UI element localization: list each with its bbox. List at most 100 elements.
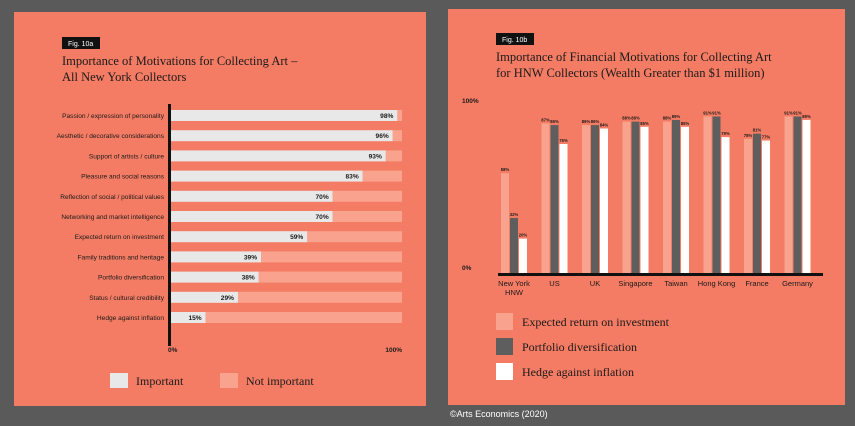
value-label: 86% bbox=[591, 119, 600, 124]
value-label: 88% bbox=[631, 116, 640, 121]
legend-hedge-swatch bbox=[496, 363, 513, 380]
bar-portfolio bbox=[631, 121, 640, 273]
bar-not-important bbox=[205, 312, 402, 323]
value-label: 96% bbox=[376, 133, 389, 140]
fig-10a-subtitle: All New York Collectors bbox=[62, 70, 186, 84]
fig-10a-x-tick-min: 0% bbox=[168, 347, 178, 354]
bar-portfolio bbox=[591, 125, 599, 273]
bar-portfolio bbox=[793, 116, 802, 273]
category-label: Reflection of social / political values bbox=[60, 194, 164, 201]
category-label: Hedge against inflation bbox=[97, 315, 164, 322]
legend-portfolio-swatch bbox=[496, 338, 513, 355]
fig-10a-x-tick-max: 100% bbox=[385, 347, 402, 354]
fig-10a-tag: Fig. 10a bbox=[68, 41, 93, 48]
fig-10b-y-tick-min: 0% bbox=[462, 265, 472, 272]
bar-expected-return bbox=[582, 125, 590, 273]
bar-expected-return bbox=[703, 116, 712, 273]
bar-important bbox=[171, 190, 333, 202]
value-label: 87% bbox=[541, 117, 550, 122]
bar-important bbox=[171, 110, 398, 121]
category-label: Germany bbox=[782, 279, 813, 288]
figure-10a-panel: Fig. 10a Importance of Motivations for C… bbox=[14, 12, 426, 406]
category-label: France bbox=[745, 279, 768, 288]
bar-important bbox=[171, 312, 206, 323]
bar-hedge bbox=[762, 140, 770, 273]
value-label: 79% bbox=[721, 131, 730, 136]
bar-not-important bbox=[392, 130, 402, 142]
category-label: Singapore bbox=[618, 279, 652, 288]
bar-portfolio bbox=[712, 116, 721, 273]
value-label: 70% bbox=[315, 214, 328, 221]
bar-important bbox=[171, 231, 308, 243]
legend-not-important-label: Not important bbox=[246, 374, 314, 388]
value-label: 20% bbox=[519, 233, 528, 238]
category-label: Expected return on investment bbox=[75, 234, 165, 241]
bar-expected-return bbox=[541, 123, 550, 273]
value-label: 85% bbox=[681, 121, 690, 126]
value-label: 84% bbox=[600, 123, 609, 128]
value-label: 91% bbox=[793, 110, 802, 115]
bar-portfolio bbox=[672, 119, 680, 273]
legend-not-important-swatch bbox=[220, 373, 238, 388]
fig-10b-x-axis-line bbox=[498, 273, 823, 276]
fig-10b-subtitle: for HNW Collectors (Wealth Greater than … bbox=[496, 66, 764, 80]
legend-portfolio-label: Portfolio diversification bbox=[522, 340, 637, 354]
fig-10b-title: Importance of Financial Motivations for … bbox=[496, 50, 772, 64]
bar-important bbox=[171, 211, 333, 222]
category-label: Passion / expression of personality bbox=[62, 113, 165, 120]
copyright-text: ©Arts Economics (2020) bbox=[450, 409, 548, 419]
bar-expected-return bbox=[663, 121, 671, 273]
bar-not-important bbox=[385, 150, 402, 162]
value-label: 86% bbox=[550, 119, 559, 124]
value-label: 91% bbox=[703, 110, 712, 115]
value-label: 38% bbox=[242, 275, 255, 282]
bar-expected-return bbox=[744, 138, 752, 273]
bar-hedge bbox=[519, 238, 527, 273]
category-label: Hong Kong bbox=[698, 279, 736, 288]
bar-important bbox=[171, 130, 393, 142]
category-label: US bbox=[549, 279, 559, 288]
bar-not-important bbox=[237, 291, 402, 303]
bar-portfolio bbox=[510, 217, 518, 273]
category-label: Portfolio diversification bbox=[98, 275, 164, 282]
fig-10a-tag-box bbox=[62, 37, 100, 49]
value-label: 77% bbox=[762, 135, 771, 140]
bar-not-important bbox=[397, 110, 402, 121]
bar-expected-return bbox=[784, 116, 793, 273]
category-label: Aesthetic / decorative considerations bbox=[57, 133, 165, 140]
bar-not-important bbox=[261, 251, 402, 263]
fig-10b-y-tick-max: 100% bbox=[462, 98, 479, 105]
category-label: Family traditions and heritage bbox=[78, 254, 165, 261]
bar-portfolio bbox=[753, 133, 761, 273]
figure-10a-chart: Fig. 10a Importance of Motivations for C… bbox=[57, 37, 402, 388]
value-label: 91% bbox=[712, 110, 721, 115]
bar-portfolio bbox=[550, 125, 559, 273]
value-label: 32% bbox=[510, 212, 519, 217]
bar-hedge bbox=[681, 126, 689, 273]
bar-hedge bbox=[559, 144, 568, 273]
value-label: 98% bbox=[380, 113, 393, 120]
bar-not-important bbox=[362, 170, 402, 182]
value-label: 89% bbox=[672, 114, 681, 119]
value-label: 86% bbox=[582, 119, 591, 124]
fig-10b-tag: Fig. 10b bbox=[502, 37, 527, 44]
value-label: 93% bbox=[369, 153, 382, 160]
bar-hedge bbox=[640, 126, 649, 273]
legend-expected-return-label: Expected return on investment bbox=[522, 315, 670, 329]
value-label: 39% bbox=[244, 254, 257, 261]
category-label: Taiwan bbox=[664, 279, 687, 288]
legend-expected-return-swatch bbox=[496, 313, 513, 330]
bar-important bbox=[171, 251, 262, 263]
bar-expected-return bbox=[501, 173, 509, 273]
category-label: Support of artists / culture bbox=[89, 153, 164, 160]
bar-expected-return bbox=[622, 121, 631, 273]
value-label: 81% bbox=[753, 128, 762, 133]
value-label: 15% bbox=[188, 315, 201, 322]
figure-10b-panel: Fig. 10b Importance of Financial Motivat… bbox=[448, 9, 845, 405]
category-label: New York bbox=[498, 279, 530, 288]
bar-hedge bbox=[600, 128, 608, 273]
value-label: 58% bbox=[501, 167, 510, 172]
category-label: Pleasure and social reasons bbox=[81, 174, 165, 181]
fig-10a-y-axis-line bbox=[168, 104, 171, 346]
